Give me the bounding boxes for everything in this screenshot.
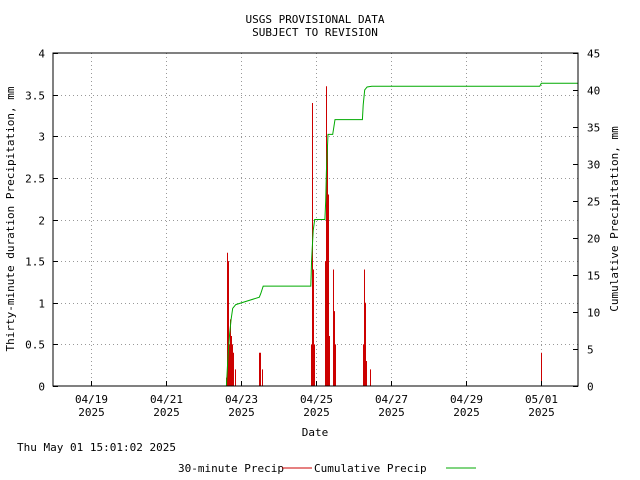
x-tick-label: 05/01	[525, 393, 558, 406]
y-axis-left-label: Thirty-minute duration Precipitation, mm	[4, 86, 17, 351]
x-tick-label: 04/21	[150, 393, 183, 406]
y-left-tick-label: 2	[38, 215, 45, 228]
legend-label-cumulative: Cumulative Precip	[314, 462, 427, 475]
y-left-tick-label: 1	[38, 298, 45, 311]
legend-label-precip: 30-minute Precip	[178, 462, 284, 475]
y-left-tick-label: 3.5	[25, 90, 45, 103]
y-left-tick-label: 1.5	[25, 256, 45, 269]
x-tick-year-label: 2025	[378, 406, 405, 419]
y-left-tick-label: 0	[38, 381, 45, 394]
x-axis-label: Date	[302, 426, 329, 439]
x-tick-label: 04/23	[225, 393, 258, 406]
y-right-tick-label: 0	[587, 381, 594, 394]
y-right-tick-label: 35	[587, 122, 600, 135]
y-axis-right-label: Cumulative Precipitation, mm	[608, 126, 621, 312]
y-left-tick-label: 0.5	[25, 339, 45, 352]
y-right-tick-label: 10	[587, 307, 600, 320]
x-tick-year-label: 2025	[228, 406, 255, 419]
x-tick-year-label: 2025	[453, 406, 480, 419]
axes: 00.511.522.533.5405101520253035404504/19…	[25, 48, 600, 420]
x-tick-label: 04/27	[375, 393, 408, 406]
y-left-tick-label: 4	[38, 48, 45, 61]
x-tick-label: 04/19	[75, 393, 108, 406]
series-layer	[53, 82, 578, 387]
y-right-tick-label: 30	[587, 159, 600, 172]
x-tick-year-label: 2025	[153, 406, 180, 419]
y-right-tick-label: 5	[587, 344, 594, 357]
chart-subtitle: SUBJECT TO REVISION	[252, 26, 378, 39]
timestamp: Thu May 01 15:01:02 2025	[17, 441, 176, 454]
chart-title: USGS PROVISIONAL DATA	[245, 13, 384, 26]
cumulative-precip-line	[53, 82, 578, 387]
legend: 30-minute Precip Cumulative Precip	[178, 462, 476, 475]
y-right-tick-label: 40	[587, 85, 600, 98]
x-tick-year-label: 2025	[528, 406, 555, 419]
x-tick-label: 04/29	[450, 393, 483, 406]
y-right-tick-label: 45	[587, 48, 600, 61]
x-tick-year-label: 2025	[78, 406, 105, 419]
y-left-tick-label: 2.5	[25, 173, 45, 186]
y-left-tick-label: 3	[38, 131, 45, 144]
plot-area-frame	[52, 52, 579, 387]
x-tick-year-label: 2025	[303, 406, 330, 419]
y-right-tick-label: 15	[587, 270, 600, 283]
x-tick-label: 04/25	[300, 393, 333, 406]
y-right-tick-label: 25	[587, 196, 600, 209]
y-right-tick-label: 20	[587, 233, 600, 246]
